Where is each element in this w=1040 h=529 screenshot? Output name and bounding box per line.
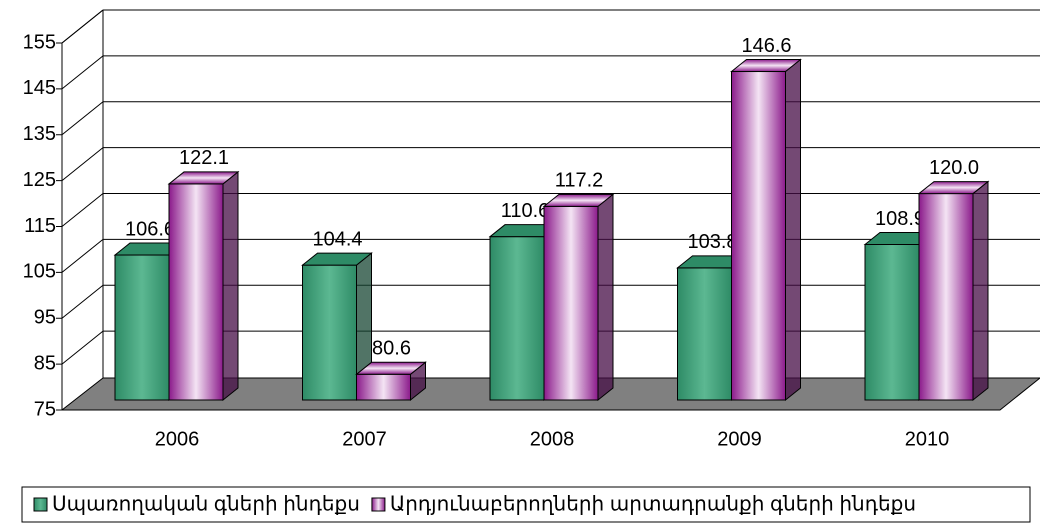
bar-face <box>168 183 224 401</box>
grid-line <box>61 9 104 44</box>
value-label: 146.6 <box>741 35 791 57</box>
bar-face <box>167 171 240 185</box>
grid-line <box>61 101 104 136</box>
bar-face <box>918 193 974 401</box>
bar <box>542 193 615 402</box>
bar-face <box>864 243 920 401</box>
grid-line <box>61 330 104 365</box>
bar-face <box>302 264 357 401</box>
grid-line <box>61 147 104 182</box>
bar <box>167 170 240 402</box>
y-tick-label: 85 <box>34 352 56 374</box>
bar-face <box>356 373 411 401</box>
value-label: 104.4 <box>312 228 362 250</box>
value-label: 106.6 <box>125 218 175 240</box>
bar-face <box>730 59 802 73</box>
bar-face <box>972 180 989 402</box>
value-label: 122.1 <box>179 147 229 169</box>
y-tick-label: 135 <box>23 123 56 145</box>
legend-swatch <box>33 497 48 512</box>
y-tick-label: 145 <box>23 77 56 99</box>
legend-label: Սպառողական գների ինդեքս <box>52 493 360 515</box>
x-tick-label: 2006 <box>155 428 200 450</box>
bar-face <box>222 170 239 402</box>
value-label: 117.2 <box>555 170 604 192</box>
grid-line <box>61 55 104 90</box>
y-tick-label: 105 <box>23 261 56 283</box>
bar <box>730 58 802 402</box>
value-label: 120.0 <box>929 157 979 179</box>
value-label: 103.8 <box>687 231 737 253</box>
bar-face <box>917 181 990 195</box>
bar <box>917 180 990 402</box>
legend-box <box>21 486 1031 523</box>
bar <box>301 252 373 402</box>
y-tick-label: 95 <box>34 307 56 329</box>
value-label: 80.6 <box>372 338 411 360</box>
x-tick-label: 2009 <box>717 428 762 450</box>
legend-label: Արդյունաբերողների արտադրանքի գների ինդեք… <box>390 493 916 515</box>
x-tick-label: 2010 <box>905 428 950 450</box>
bar-face <box>597 193 614 402</box>
bar-face <box>489 236 545 401</box>
bar-face <box>542 193 615 207</box>
y-tick-label: 155 <box>23 31 56 53</box>
bar-face <box>355 361 427 375</box>
bar-face <box>677 267 732 401</box>
bar-face <box>114 254 170 401</box>
y-tick-label: 125 <box>23 169 56 191</box>
bar <box>355 361 427 402</box>
value-label: 108.9 <box>875 208 925 230</box>
grid-line <box>61 238 104 273</box>
x-tick-label: 2007 <box>342 428 387 450</box>
grid-line <box>61 193 104 227</box>
bar-face <box>785 58 801 402</box>
bar-face <box>731 71 786 401</box>
y-tick-label: 75 <box>34 398 56 420</box>
y-tick-label: 115 <box>24 215 56 237</box>
value-label: 110.6 <box>501 200 550 222</box>
grid-line <box>61 284 104 319</box>
bar-face <box>301 252 373 266</box>
bar-face <box>543 205 599 401</box>
legend-swatch <box>371 497 386 512</box>
x-tick-label: 2008 <box>530 428 575 450</box>
